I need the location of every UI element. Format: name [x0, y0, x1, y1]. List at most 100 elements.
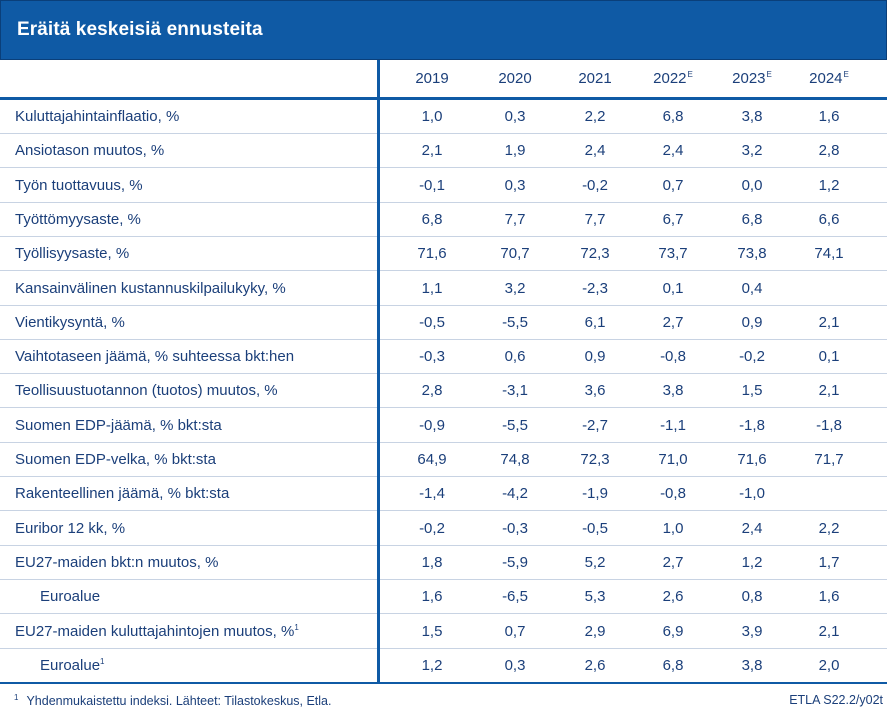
table-cell: -5,5: [502, 416, 528, 434]
footnote-ref: 1: [294, 622, 299, 632]
row-label: Ansiotason muutos, %: [15, 142, 164, 159]
table-cell: 1,0: [421, 108, 443, 125]
row-label: Vaihtotaseen jäämä, % suhteessa bkt:hen: [15, 348, 294, 365]
table-row: Euribor 12 kk, % -0,2 -0,3 -0,5 1,0 2,4 2,2: [0, 512, 887, 546]
table-cell: 1,5: [421, 622, 443, 640]
table-cell: 2,4: [584, 142, 606, 160]
year-label: 2019: [415, 70, 449, 87]
row-label-text: Vaihtotaseen jäämä, % suhteessa bkt:hen: [15, 348, 295, 366]
table-cell: 6,8: [662, 656, 684, 674]
table-row: Suomen EDP-jäämä, % bkt:sta -0,9 -5,5 -2,7 -…: [0, 409, 887, 443]
table-cell: 1,9: [504, 142, 526, 160]
year-header-0: 2019: [402, 70, 462, 87]
table-cell: 2,8: [818, 142, 840, 160]
column-divider: [377, 60, 380, 683]
row-label: Suomen EDP-velka, % bkt:sta: [15, 451, 216, 468]
table-cell: 0,8: [741, 588, 763, 606]
table-cell: 6,7: [662, 210, 684, 228]
table-row: EU27-maiden kuluttajahintojen muutos, %1…: [0, 615, 887, 649]
row-label-text: Suomen EDP-jäämä, % bkt:sta: [15, 416, 222, 434]
row-label: Suomen EDP-jäämä, % bkt:sta: [15, 417, 222, 434]
year-header-4: 2023E: [722, 70, 782, 87]
table-cell: 2,1: [818, 382, 840, 400]
row-label-text: Euroalue: [40, 588, 101, 606]
year-label: 2024: [809, 70, 843, 87]
row-label-text: Työllisyysaste, %: [15, 245, 130, 263]
table-cell: 64,9: [417, 451, 447, 468]
table-cell: 1,1: [421, 279, 443, 297]
row-label-text: Työn tuottavuus, %: [15, 176, 143, 194]
table-cell: 73,7: [658, 245, 688, 263]
table-cell: -0,2: [419, 519, 445, 537]
table-cell: -0,9: [419, 416, 445, 434]
table-row: Teollisuustuotannon (tuotos) muutos, % 2,…: [0, 374, 887, 409]
year-label: 2021: [578, 70, 612, 87]
table-cell: 1,8: [421, 553, 443, 571]
table-row: Kuluttajahintainflaatio, % 1,0 0,3 2,2 6,8 3,…: [0, 100, 887, 134]
row-label: Rakenteellinen jäämä, % bkt:sta: [15, 485, 229, 502]
table-cell: -1,8: [739, 416, 765, 434]
table-cell: 71,0: [658, 451, 688, 468]
table-cell: 2,1: [818, 622, 840, 640]
year-label: 2022: [653, 70, 687, 87]
page-title: Eräitä keskeisiä ennusteita: [17, 19, 263, 40]
table-cell: 1,6: [818, 588, 840, 606]
year-estimate-mark: E: [766, 70, 772, 79]
table-cell: 71,7: [814, 451, 844, 468]
table-cell: -0,3: [419, 348, 445, 366]
table-cell: 2,7: [662, 313, 684, 331]
table-cell: -5,9: [502, 553, 528, 571]
table-cell: 6,6: [818, 210, 840, 228]
table-cell: -2,3: [582, 279, 608, 297]
row-label-text: Kuluttajahintainflaatio, %: [15, 108, 180, 125]
footnote-ref: 1: [100, 656, 105, 666]
table-row: Euroalue1 1,2 0,3 2,6 6,8 3,8 2,0: [0, 649, 887, 683]
table-cell: -0,5: [419, 313, 445, 331]
table-row: Euroalue 1,6 -6,5 5,3 2,6 0,8 1,6: [0, 580, 887, 615]
table-cell: -1,4: [419, 485, 445, 503]
table-row: Suomen EDP-velka, % bkt:sta 64,9 74,8 72,3 7…: [0, 443, 887, 477]
table-cell: -0,8: [660, 348, 686, 366]
table-cell: 1,5: [741, 382, 763, 400]
row-label: Työllisyysaste, %: [15, 245, 129, 262]
table-cell: 6,1: [584, 313, 606, 331]
row-label-text: Ansiotason muutos, %: [15, 142, 165, 160]
table-cell: 3,9: [741, 622, 763, 640]
row-label-text: Vientikysyntä, %: [15, 313, 125, 331]
table-cell: 5,3: [584, 588, 606, 606]
table-row: Vaihtotaseen jäämä, % suhteessa bkt:hen -…: [0, 340, 887, 375]
table-cell: 74,1: [814, 245, 844, 263]
table-cell: -0,2: [739, 348, 765, 366]
table-cell: 7,7: [504, 210, 526, 228]
table-cell: 2,2: [584, 108, 606, 125]
row-label-text: Teollisuustuotannon (tuotos) muutos, %: [15, 382, 278, 400]
table-cell: 74,8: [500, 451, 530, 468]
table-cell: -0,1: [419, 176, 445, 194]
table-cell: 2,4: [741, 519, 763, 537]
row-label: Euribor 12 kk, %: [15, 520, 125, 537]
table-cell: 72,3: [580, 245, 610, 263]
year-header-2: 2021: [565, 70, 625, 87]
table-cell: -5,5: [502, 313, 528, 331]
table-cell: 3,2: [741, 142, 763, 160]
table-header: 2019 2020 2021 2022E 2023E 2024E: [0, 60, 887, 100]
row-label: Euroalue: [40, 588, 100, 605]
table-row: Työttömyysaste, % 6,8 7,7 7,7 6,7 6,8 6,6: [0, 203, 887, 237]
table-cell: 0,0: [741, 176, 763, 194]
table-cell: -2,7: [582, 416, 608, 434]
row-label-text: Työttömyysaste, %: [15, 210, 141, 228]
table-cell: -0,8: [660, 485, 686, 503]
row-label: Vientikysyntä, %: [15, 314, 125, 331]
footnote-mark: 1: [14, 693, 19, 702]
table-cell: 2,7: [662, 553, 684, 571]
table-cell: 3,2: [504, 279, 526, 297]
table-cell: 70,7: [500, 245, 530, 263]
table-cell: 3,8: [741, 656, 763, 674]
footnote-text: Yhdenmukaistettu indeksi. Lähteet: Tilas…: [26, 694, 332, 708]
table-row: Ansiotason muutos, % 2,1 1,9 2,4 2,4 3,2 2,8: [0, 134, 887, 169]
table-cell: 71,6: [417, 245, 447, 263]
table-cell: -0,2: [582, 176, 608, 194]
table-cell: 0,3: [504, 108, 526, 125]
table-cell: 2,4: [662, 142, 684, 160]
table-cell: -1,1: [660, 416, 686, 434]
